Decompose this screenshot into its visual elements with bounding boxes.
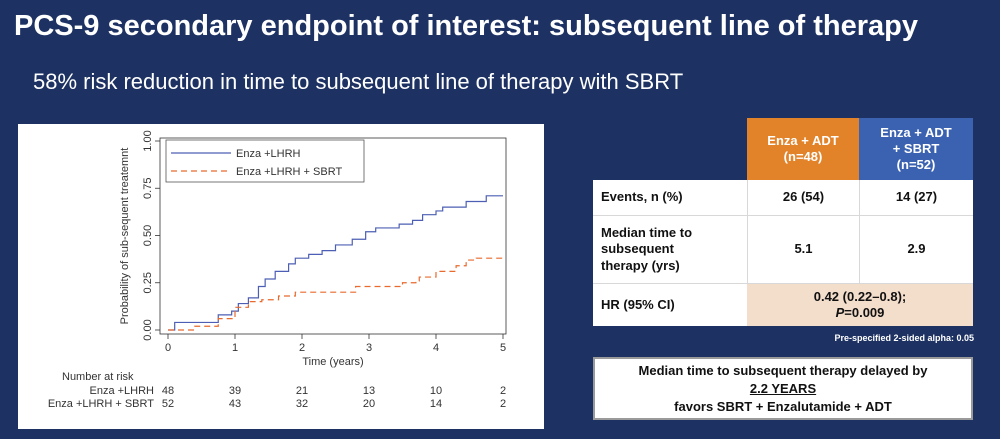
events-enza-adt-sbrt: 14 (27) <box>859 180 973 216</box>
row-label-events: Events, n (%) <box>593 180 747 216</box>
series-line-enza-lhrh-sbrt <box>168 257 503 331</box>
summary-box: Median time to subsequent therapy delaye… <box>593 357 973 420</box>
risk-table-heading: Number at risk <box>62 371 134 383</box>
risk-row-label: Enza +LHRH <box>89 385 154 397</box>
x-axis-label: Time (years) <box>302 356 363 368</box>
risk-count: 2 <box>500 385 506 397</box>
header-enza-adt-sbrt: Enza + ADT + SBRT (n=52) <box>859 118 973 180</box>
alpha-note: Pre-specified 2-sided alpha: 0.05 <box>834 333 974 343</box>
y-tick-label: 0.50 <box>142 225 154 246</box>
y-tick-label: 0.75 <box>142 178 154 199</box>
results-table: Enza + ADT (n=48) Enza + ADT + SBRT (n=5… <box>593 118 973 326</box>
slide-title: PCS-9 secondary endpoint of interest: su… <box>14 10 918 42</box>
risk-count: 21 <box>296 385 308 397</box>
row-label-hr: HR (95% CI) <box>593 284 747 326</box>
median-enza-adt: 5.1 <box>747 216 859 284</box>
km-chart-panel: 0 1 2 3 4 5 0.00 0.25 0.50 0.75 1.00 Time (years) Pr… <box>18 124 544 429</box>
header-enza-adt-sbrt-label: Enza + ADT + SBRT (n=52) <box>880 124 952 173</box>
row-label-median: Median time to subsequent therapy (yrs) <box>593 216 747 284</box>
risk-count: 10 <box>430 385 442 397</box>
series-line-enza-lhrh <box>168 195 503 331</box>
header-enza-adt-label: Enza + ADT (n=48) <box>767 132 839 164</box>
y-axis-label: Probability of sub-sequent treatemnt <box>119 148 131 325</box>
risk-count: 43 <box>229 398 241 410</box>
risk-count: 39 <box>229 385 241 397</box>
x-tick-label: 3 <box>366 342 372 354</box>
x-tick-label: 2 <box>299 342 305 354</box>
axes: 0 1 2 3 4 5 0.00 0.25 0.50 0.75 1.00 Time (years) Pr… <box>119 130 506 368</box>
km-chart: 0 1 2 3 4 5 0.00 0.25 0.50 0.75 1.00 Time (years) Pr… <box>48 130 507 410</box>
risk-count: 52 <box>162 398 174 410</box>
risk-table: Enza +LHRH 48 39 21 13 10 2 Enza +LHRH + SBRT 52… <box>48 385 506 410</box>
y-tick-label: 0.00 <box>142 319 154 340</box>
row-label-median-text: Median time to subsequent therapy (yrs) <box>601 225 693 273</box>
slide-subtitle: 58% risk reduction in time to subsequent… <box>33 69 684 94</box>
risk-count: 48 <box>162 385 174 397</box>
legend-label-enza-lhrh: Enza +LHRH <box>236 148 301 160</box>
p-value: P=0.009 <box>836 305 885 321</box>
summary-line-2: 2.2 YEARS <box>749 381 817 396</box>
hr-merged-value: 0.42 (0.22–0.8); P=0.009 <box>747 284 973 326</box>
p-number: =0.009 <box>844 305 885 320</box>
legend-box <box>165 139 365 183</box>
x-tick-label: 4 <box>433 342 439 354</box>
risk-count: 32 <box>296 398 308 410</box>
risk-count: 2 <box>500 398 506 410</box>
risk-row-label: Enza +LHRH + SBRT <box>48 398 154 410</box>
summary-line-3: favors SBRT + Enzalutamide + ADT <box>674 399 892 414</box>
legend-label-enza-lhrh-sbrt: Enza +LHRH + SBRT <box>236 166 342 178</box>
series-lines <box>168 195 503 331</box>
risk-count: 14 <box>430 398 442 410</box>
x-tick-label: 0 <box>165 342 171 354</box>
median-enza-adt-sbrt: 2.9 <box>859 216 973 284</box>
header-enza-adt: Enza + ADT (n=48) <box>747 118 859 180</box>
summary-line-1: Median time to subsequent therapy delaye… <box>638 363 928 378</box>
x-tick-label: 1 <box>232 342 238 354</box>
p-symbol: P <box>835 305 845 320</box>
legend: Enza +LHRH Enza +LHRH + SBRT <box>165 139 365 183</box>
risk-count: 20 <box>363 398 375 410</box>
risk-count: 13 <box>363 385 375 397</box>
y-tick-label: 1.00 <box>142 130 154 151</box>
y-tick-label: 0.25 <box>142 272 154 293</box>
hr-value: 0.42 (0.22–0.8); <box>813 288 907 304</box>
x-tick-label: 5 <box>500 342 506 354</box>
events-enza-adt: 26 (54) <box>747 180 859 216</box>
